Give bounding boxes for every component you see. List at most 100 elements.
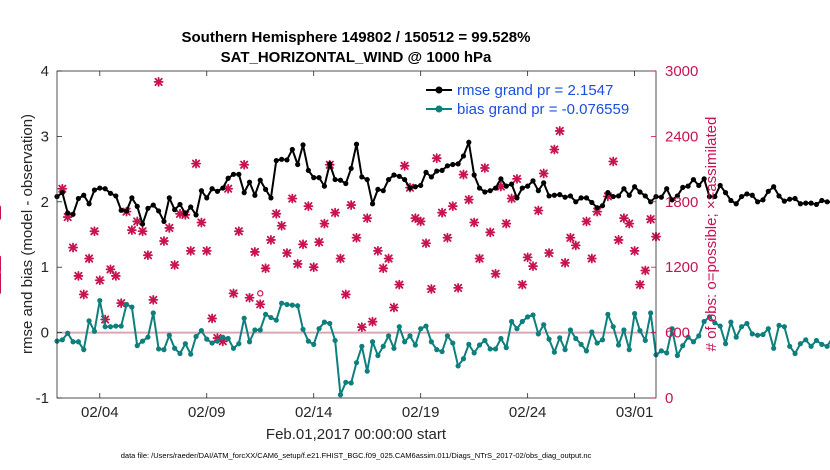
bias-point (787, 343, 793, 349)
bias-point (268, 314, 274, 321)
obs-assimilated-marker (389, 302, 399, 313)
rmse-point (369, 201, 376, 207)
legend-rmse-marker (435, 86, 443, 94)
bias-point (610, 324, 616, 330)
rmse-point (621, 186, 627, 192)
bias-point (145, 334, 151, 340)
obs-assimilated-marker (335, 253, 346, 264)
rmse-point (599, 203, 606, 209)
bias-point (573, 335, 579, 342)
obs-assimilated-marker (554, 126, 565, 136)
obs-assimilated-marker (159, 236, 169, 246)
series-layer (54, 139, 830, 398)
obs-assimilated-marker (148, 294, 159, 305)
rmse-point (551, 192, 557, 198)
bias-point (107, 324, 114, 330)
bias-point (632, 311, 638, 317)
rmse-point (102, 186, 108, 192)
obs-assimilated-marker (512, 174, 522, 184)
obs-assimilated-marker (271, 208, 282, 219)
rmse-point (797, 201, 804, 207)
obs-assimilated-marker (383, 253, 394, 264)
bias-point (680, 343, 686, 349)
obs-assimilated-marker (372, 245, 383, 256)
bias-point (428, 339, 434, 345)
rmse-point (204, 195, 210, 201)
bias-point (594, 340, 600, 346)
obs-assimilated-marker (586, 253, 597, 264)
rmse-point (498, 176, 504, 182)
bias-point (300, 326, 306, 332)
bias-series-line (56, 299, 830, 396)
obs-assimilated-marker (570, 240, 581, 251)
rmse-point (755, 199, 761, 205)
y-tick-label-right: 1200 (665, 259, 698, 276)
rmse-point (792, 195, 798, 202)
obs-assimilated-marker (78, 289, 89, 300)
bias-point (161, 347, 167, 353)
rmse-point (139, 221, 146, 227)
obs-assimilated-marker (560, 257, 570, 268)
obs-assimilated-marker (137, 226, 148, 237)
bias-point (557, 335, 563, 341)
rmse-point (209, 186, 215, 192)
bias-point (738, 324, 745, 330)
obs-assimilated-marker (362, 213, 373, 224)
rmse-point (412, 184, 418, 190)
rmse-point (305, 167, 311, 174)
rmse-point (589, 199, 595, 206)
obs-assimilated-marker (351, 232, 362, 243)
bias-point (156, 346, 162, 352)
obs-assimilated-marker (367, 316, 378, 327)
rmse-point (439, 167, 445, 174)
tick-layer: 02/04 02/09 02/14 02/19 02/24 03/01 -1 0 1 2 3 4 0 60… (36, 63, 699, 421)
footnote: data file: /Users/raeder/DAI/ATM_forcXX/… (121, 451, 592, 460)
bias-point (230, 345, 237, 351)
obs-assimilated-marker (191, 158, 201, 169)
obs-assimilated-marker (356, 322, 367, 333)
rmse-point (701, 176, 707, 182)
bias-point (139, 338, 146, 344)
y-tick-label-left: 4 (41, 63, 49, 80)
rmse-point (353, 141, 360, 147)
obs-assimilated-marker (410, 213, 421, 224)
bias-point (819, 341, 825, 347)
obs-assimilated-marker (266, 235, 276, 245)
obs-assimilated-marker (175, 208, 185, 219)
obs-assimilated-marker (239, 159, 250, 170)
rmse-point (182, 210, 188, 217)
obs-assimilated-marker (207, 313, 217, 324)
bias-point (343, 379, 349, 385)
obs-assimilated-marker (624, 218, 635, 229)
rmse-point (573, 199, 579, 205)
bias-point (803, 337, 809, 343)
bias-point (797, 341, 804, 347)
bias-point (717, 323, 723, 329)
bias-point (225, 335, 231, 342)
bias-point (332, 337, 338, 344)
obs-assimilated-marker (399, 160, 410, 171)
bias-point (129, 304, 135, 310)
bias-point (615, 342, 622, 348)
rmse-point (97, 185, 103, 191)
obs-assimilated-marker (228, 288, 239, 299)
obs-assimilated-marker (485, 227, 496, 238)
rmse-point (434, 168, 440, 174)
rmse-point (225, 175, 231, 181)
rmse-point (172, 207, 178, 213)
obs-assimilated-marker (378, 263, 389, 274)
plot-frame (56, 70, 657, 399)
bias-point (123, 301, 130, 308)
bias-point (418, 326, 424, 332)
rmse-point (65, 210, 71, 216)
bias-point (813, 337, 820, 344)
bias-point (599, 337, 606, 343)
rmse-point (279, 156, 285, 162)
bias-point (460, 356, 467, 362)
rmse-point (150, 202, 156, 208)
obs-assimilated-marker (116, 298, 127, 309)
rmse-point (257, 177, 263, 183)
rmse-point (813, 201, 820, 208)
obs-assimilated-marker (223, 183, 234, 194)
bias-point (289, 302, 295, 308)
